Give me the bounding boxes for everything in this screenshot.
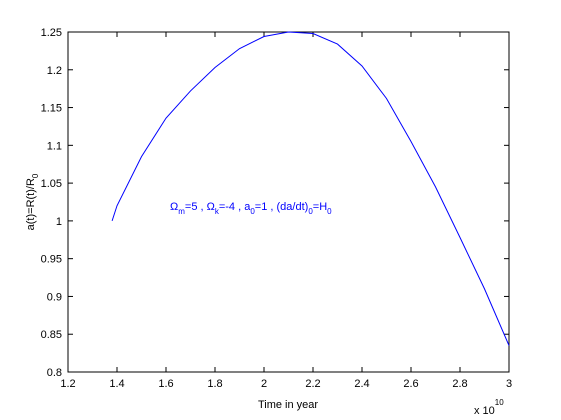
x-tick-label: 2.6 bbox=[403, 378, 418, 390]
y-tick-label: 1.2 bbox=[47, 65, 62, 77]
y-tick-label: 1.25 bbox=[41, 27, 62, 39]
annotation-text: =-4 , a bbox=[219, 201, 251, 213]
annotation-text: =5 , Ω bbox=[185, 201, 215, 213]
annotation-sub: k bbox=[215, 207, 220, 216]
annotation-sub: 0 bbox=[308, 207, 313, 216]
x-tick-label: 1.8 bbox=[207, 378, 222, 390]
x-multiplier-base: x 10 bbox=[474, 405, 495, 417]
y-axis-label: a(t)=R(t)/R0 bbox=[25, 173, 40, 230]
x-tick-label: 1.6 bbox=[158, 378, 173, 390]
y-tick-label: 0.85 bbox=[41, 329, 62, 341]
x-multiplier-exponent: 10 bbox=[495, 398, 504, 407]
annotation-text: =H bbox=[313, 201, 327, 213]
y-tick-label: 0.8 bbox=[47, 367, 62, 379]
y-tick-label: 1.15 bbox=[41, 103, 62, 115]
annotation-sub: 0 bbox=[327, 207, 332, 216]
x-tick-label: 2.4 bbox=[354, 378, 369, 390]
y-tick-label: 1 bbox=[56, 216, 62, 228]
y-tick-label: 1.1 bbox=[47, 140, 62, 152]
x-tick-label: 2 bbox=[261, 378, 267, 390]
x-tick-label: 2.8 bbox=[452, 378, 467, 390]
annotation-text: Ω bbox=[170, 201, 178, 213]
x-tick-label: 2.2 bbox=[305, 378, 320, 390]
x-multiplier: x 1010 bbox=[474, 398, 504, 417]
annotation-text: =1 , (da/dt) bbox=[255, 201, 309, 213]
y-tick-label: 0.9 bbox=[47, 291, 62, 303]
x-axis-label: Time in year bbox=[258, 399, 318, 411]
annotation: Ωm=5 , Ωk=-4 , a0=1 , (da/dt)0=H0 bbox=[170, 201, 332, 216]
y-tick-label: 1.05 bbox=[41, 178, 62, 190]
y-label-main: a(t)=R(t)/R bbox=[25, 178, 37, 230]
annotation-sub: m bbox=[178, 207, 185, 216]
x-tick-label: 3 bbox=[506, 378, 512, 390]
data-line bbox=[111, 31, 510, 346]
annotation-sub: 0 bbox=[250, 207, 255, 216]
x-tick-label: 1.4 bbox=[109, 378, 124, 390]
y-tick-label: 0.95 bbox=[41, 254, 62, 266]
y-label-sub: 0 bbox=[31, 173, 40, 178]
plot-frame bbox=[67, 31, 510, 373]
x-tick-label: 1.2 bbox=[60, 378, 75, 390]
